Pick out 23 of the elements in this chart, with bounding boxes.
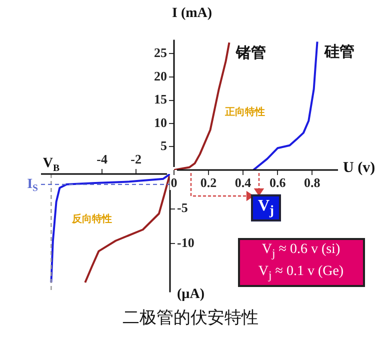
series-label: 硅管	[323, 44, 354, 61]
y-tick-label: -5	[177, 200, 188, 216]
y-tick-label: -10	[177, 234, 194, 250]
y-tick-label: 10	[154, 114, 167, 130]
annotation: 反向特性	[72, 212, 112, 226]
y-axis-title: (µA)	[177, 287, 205, 303]
x-tick-label: 0	[170, 175, 178, 190]
y-tick-label: 15	[154, 92, 168, 107]
x-tick-label: 0.6	[269, 175, 286, 190]
text: V$_{j}$ ≈ 0.1 v (Ge)	[258, 264, 344, 282]
x-axis-title: U (v)	[343, 160, 376, 177]
series-label: 锗管	[235, 44, 266, 62]
x-tick-label: -2	[130, 152, 142, 167]
annotation: 正向特性	[225, 106, 265, 119]
x-tick-label: 0.8	[304, 175, 321, 190]
y-tick-label: 25	[154, 45, 168, 60]
y-axis-title: I (mA)	[172, 6, 212, 22]
x-tick-label: -4	[96, 152, 108, 167]
text: V$_{j}$	[250, 194, 282, 222]
y-tick-label: 20	[154, 68, 167, 84]
y-tick-label: 5	[160, 138, 168, 154]
text: V$_{j}$ ≈ 0.6 v (si)	[262, 242, 340, 260]
text: 二极管的伏安特性	[122, 307, 260, 329]
